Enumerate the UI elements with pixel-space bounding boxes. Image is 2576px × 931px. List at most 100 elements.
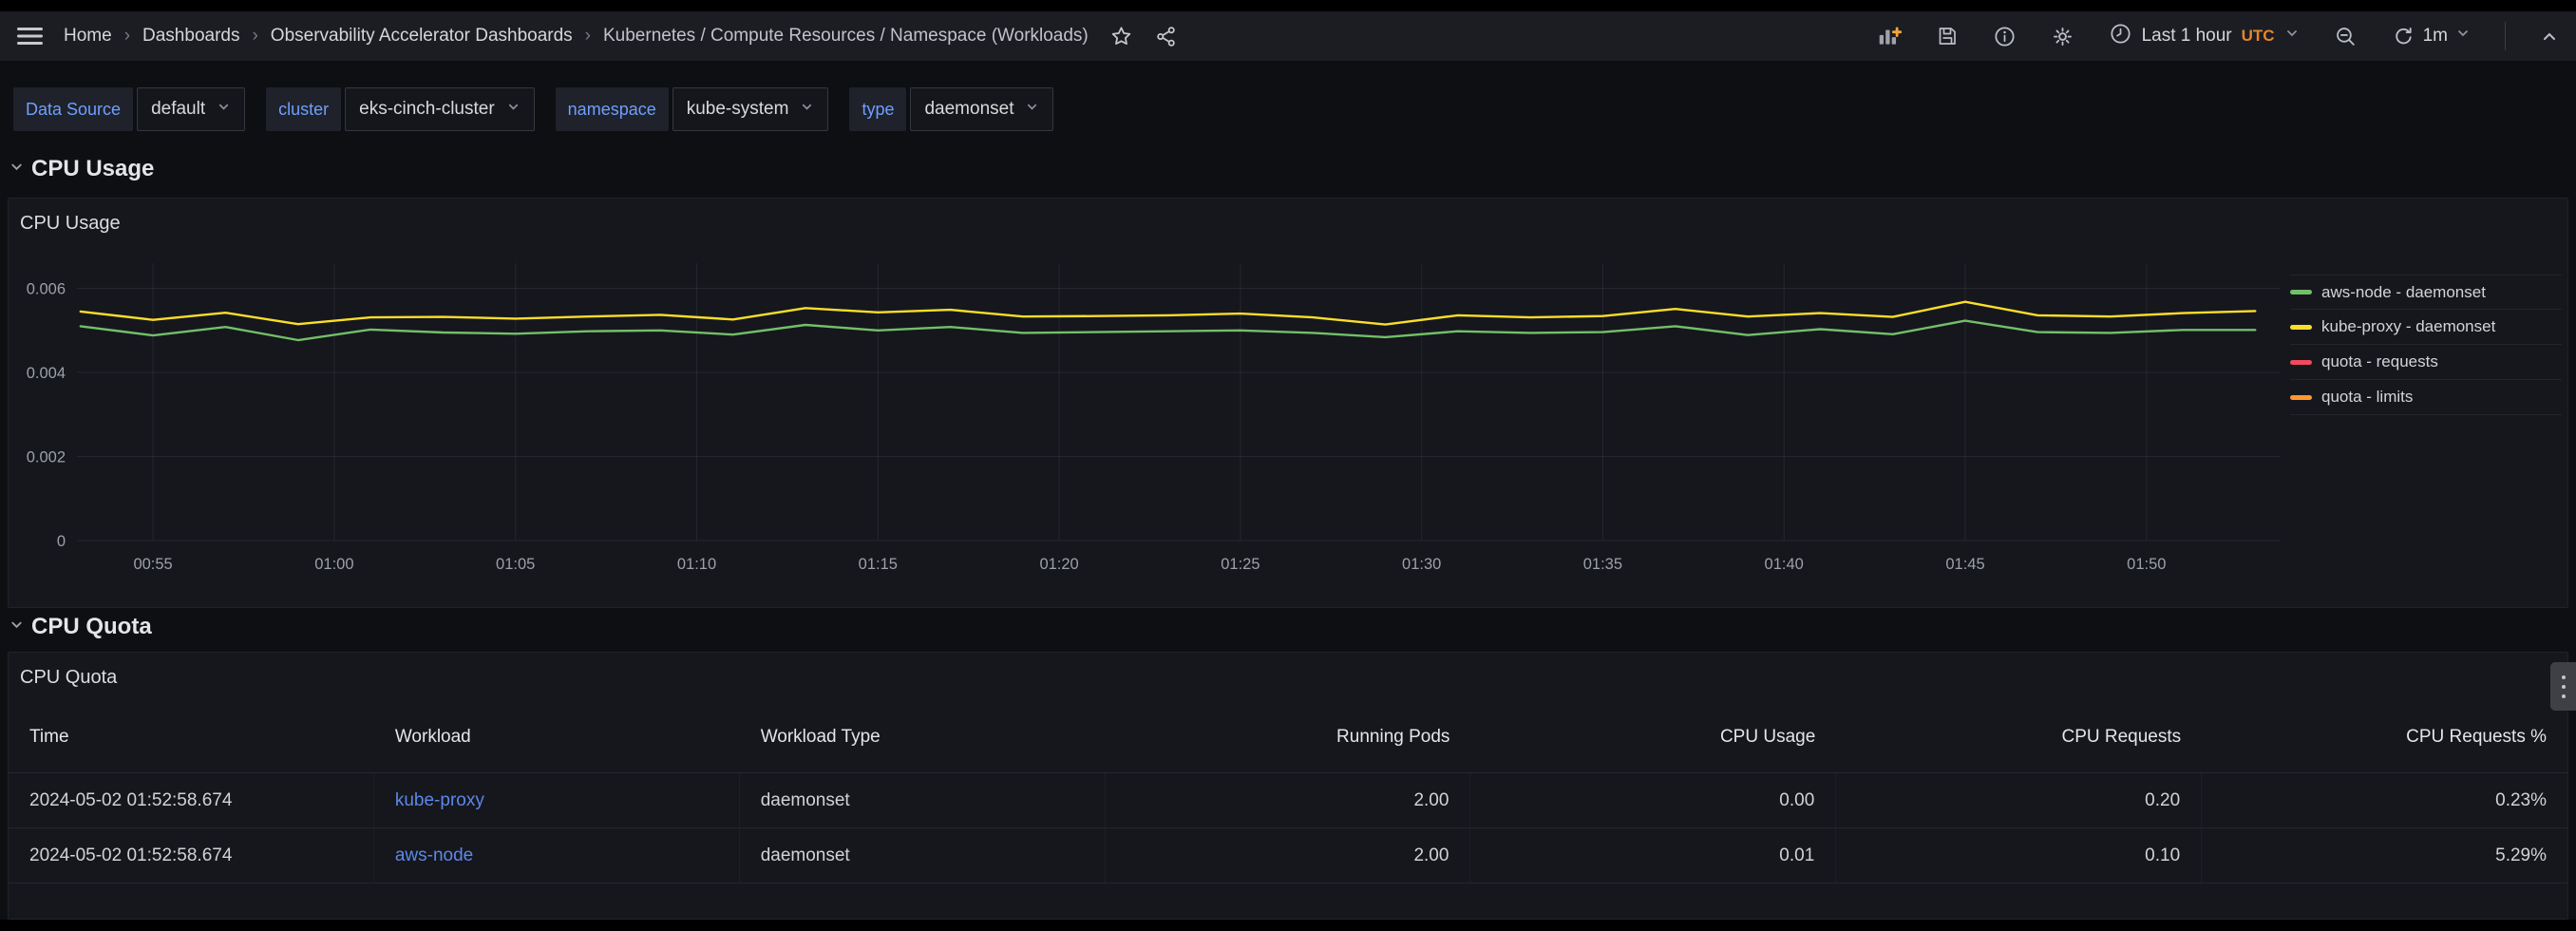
svg-text:01:35: 01:35: [1583, 556, 1622, 573]
collapse-navbar-button[interactable]: [2540, 27, 2559, 46]
variable-label: namespace: [555, 87, 669, 131]
clock-icon: [2109, 22, 2132, 51]
refresh-icon: [2392, 25, 2415, 48]
variable-label: Data Source: [13, 87, 134, 131]
column-header-cpu_usage[interactable]: CPU Usage: [1719, 727, 1816, 747]
menu-toggle-button[interactable]: [17, 27, 43, 46]
column-header-workload[interactable]: Workload: [394, 727, 471, 747]
chevron-down-icon[interactable]: [2455, 26, 2471, 47]
add-panel-icon: [1877, 24, 1902, 48]
cpu-quota-table: Time Workload Workload Type Running Pods CPU…: [9, 702, 2567, 883]
variable-cluster: cluster eks-cinch-cluster: [266, 87, 535, 131]
cell-cpu_requests_pct: 0.23%: [2495, 789, 2547, 810]
svg-text:01:05: 01:05: [496, 556, 535, 573]
nav-divider: [2505, 22, 2506, 50]
variable-value: daemonset: [924, 99, 1014, 119]
timezone-label: UTC: [2241, 27, 2275, 45]
legend-item[interactable]: quota - limits: [2290, 380, 2562, 415]
variable-label: type: [849, 87, 907, 131]
cell-workload[interactable]: aws-node: [374, 828, 740, 883]
breadcrumb-item[interactable]: Observability Accelerator Dashboards: [270, 26, 573, 46]
breadcrumb-item[interactable]: Home: [64, 26, 112, 46]
dashboard-info-button[interactable]: [1993, 25, 2017, 48]
chevron-down-icon: [1025, 99, 1039, 120]
svg-text:01:30: 01:30: [1402, 556, 1441, 573]
svg-text:00:55: 00:55: [133, 556, 172, 573]
zoom-out-icon: [2334, 25, 2358, 48]
share-icon: [1154, 25, 1178, 48]
variable-value: default: [151, 99, 206, 119]
column-header-cpu_requests[interactable]: CPU Requests: [2061, 727, 2182, 747]
cell-cpu_requests: 0.10: [1836, 828, 2203, 883]
svg-text:01:00: 01:00: [314, 556, 353, 573]
panel-cpu-usage: CPU Usage 0 0.002 0.004 0.006 00:55 01:00 01:0…: [8, 198, 2568, 608]
svg-text:01:50: 01:50: [2127, 556, 2166, 573]
legend-swatch: [2290, 359, 2312, 365]
column-header-cpu_requests_pct[interactable]: CPU Requests %: [2406, 727, 2547, 747]
save-icon: [1936, 25, 1959, 48]
hamburger-icon: [17, 27, 43, 46]
cell-cpu_requests: 0.20: [1836, 773, 2203, 827]
top-navbar: Home › Dashboards › Observability Accelerato…: [0, 11, 2576, 61]
chevron-down-icon: [800, 99, 814, 120]
table-row: 2024-05-02 01:52:58.674 aws-node daemonset…: [9, 827, 2567, 883]
variable-value: eks-cinch-cluster: [359, 99, 495, 119]
cell-running_pods: 2.00: [1106, 773, 1471, 827]
gear-icon: [2051, 25, 2074, 48]
chevron-down-icon: [217, 99, 231, 120]
chevron-down-icon: [9, 618, 24, 636]
legend-swatch: [2290, 290, 2312, 294]
svg-text:0: 0: [57, 533, 66, 550]
save-dashboard-button[interactable]: [1936, 25, 1959, 48]
svg-text:01:15: 01:15: [859, 556, 898, 573]
workload-link[interactable]: kube-proxy: [394, 789, 484, 810]
cell-cpu_usage: 0.00: [1470, 773, 1837, 827]
svg-text:01:40: 01:40: [1765, 556, 1804, 573]
cpu-usage-chart[interactable]: 0 0.002 0.004 0.006 00:55 01:00 01:05 01:10 01:1…: [9, 254, 2288, 573]
variable-label: cluster: [266, 87, 342, 131]
svg-text:01:10: 01:10: [677, 556, 716, 573]
refresh-interval-label[interactable]: 1m: [2422, 26, 2448, 46]
workload-link[interactable]: aws-node: [394, 845, 474, 865]
column-header-running_pods[interactable]: Running Pods: [1336, 727, 1450, 747]
column-header-time[interactable]: Time: [29, 727, 69, 747]
star-dashboard-button[interactable]: [1109, 25, 1133, 48]
cell-time: 2024-05-02 01:52:58.674: [9, 828, 374, 883]
svg-text:01:45: 01:45: [1945, 556, 1984, 573]
dashboard-settings-button[interactable]: [2051, 25, 2074, 48]
breadcrumb-item[interactable]: Dashboards: [142, 26, 240, 46]
variable-data-source: Data Source default: [13, 87, 246, 131]
legend-swatch: [2290, 394, 2312, 400]
chevron-down-icon: [9, 160, 24, 179]
legend-label: kube-proxy - daemonset: [2321, 317, 2496, 335]
add-panel-button[interactable]: [1877, 24, 1902, 48]
cell-workload[interactable]: kube-proxy: [374, 773, 740, 827]
panel-title[interactable]: CPU Usage: [20, 212, 121, 234]
legend-item[interactable]: kube-proxy - daemonset: [2290, 310, 2562, 345]
breadcrumb-separator: ›: [584, 26, 591, 46]
variable-dropdown[interactable]: daemonset: [910, 87, 1054, 131]
time-range-picker[interactable]: Last 1 hour UTC: [2109, 22, 2300, 51]
refresh-dashboard-button[interactable]: [2392, 25, 2415, 48]
variable-dropdown[interactable]: eks-cinch-cluster: [345, 87, 535, 131]
panel-title[interactable]: CPU Quota: [20, 666, 118, 688]
legend-label: quota - requests: [2321, 352, 2438, 370]
svg-text:0.004: 0.004: [27, 365, 66, 382]
legend-item[interactable]: quota - requests: [2290, 345, 2562, 380]
row-header-cpu-quota[interactable]: CPU Quota: [9, 614, 152, 640]
variable-value: kube-system: [686, 99, 789, 119]
variable-dropdown[interactable]: kube-system: [672, 87, 829, 131]
share-dashboard-button[interactable]: [1154, 25, 1178, 48]
cell-running_pods: 2.00: [1106, 828, 1471, 883]
column-header-workload_type[interactable]: Workload Type: [760, 727, 881, 747]
variables-row: Data Source default cluster eks-cinch-clust…: [13, 87, 1054, 131]
legend-item[interactable]: aws-node - daemonset: [2290, 275, 2562, 310]
legend-swatch: [2290, 324, 2312, 330]
variable-dropdown[interactable]: default: [137, 87, 246, 131]
zoom-out-time-button[interactable]: [2334, 25, 2358, 48]
page-scrollbar-thumb[interactable]: [2550, 662, 2576, 711]
star-icon: [1109, 25, 1133, 48]
chart-legend: aws-node - daemonset kube-proxy - daemons…: [2288, 254, 2567, 573]
cell-workload_type: daemonset: [740, 828, 1106, 883]
row-header-cpu-usage[interactable]: CPU Usage: [9, 156, 154, 182]
